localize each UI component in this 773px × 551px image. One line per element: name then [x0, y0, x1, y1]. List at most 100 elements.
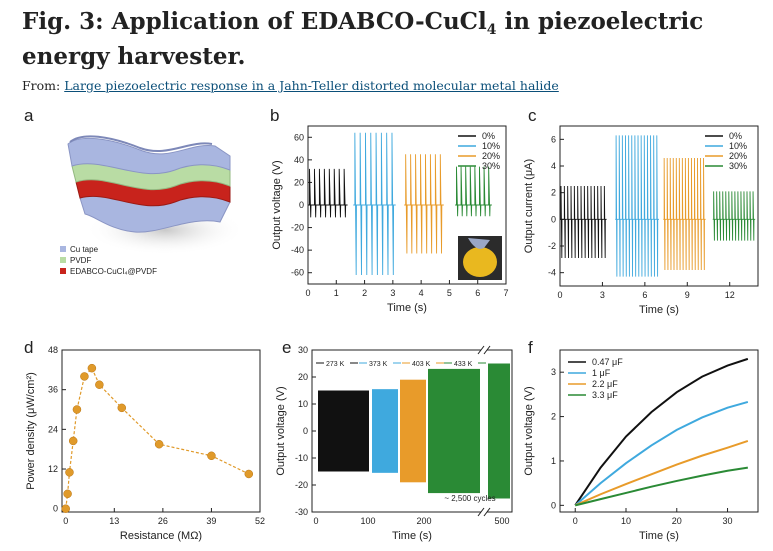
x-tick-label: 3: [600, 290, 605, 300]
panel-label-f: f: [528, 338, 533, 357]
x-tick-label: 39: [206, 516, 216, 526]
legend-label: 433 K: [454, 361, 473, 368]
y-tick-label: 12: [48, 464, 58, 474]
legend-label: 20%: [482, 151, 500, 161]
legend-swatch: [60, 268, 66, 274]
x-axis-label: Time (s): [639, 304, 679, 316]
y-tick-label: 20: [294, 177, 304, 187]
y-axis-label: Output voltage (V): [523, 386, 535, 475]
plot-frame: [61, 349, 261, 513]
trend-line: [65, 367, 250, 509]
y-axis-label: Output voltage (V): [275, 386, 287, 475]
y-tick-label: 2: [551, 412, 556, 422]
series-line: [574, 357, 749, 506]
x-axis-label: Time (s): [387, 302, 427, 314]
legend-label: 30%: [729, 161, 747, 171]
series-trace: [428, 368, 480, 494]
source-line: From: Large piezoelectric response in a …: [22, 78, 559, 93]
axis-break: [483, 507, 491, 517]
x-tick-label: 5: [447, 288, 452, 298]
data-point: [65, 468, 74, 477]
y-tick-label: 30: [298, 345, 308, 355]
x-tick-label: 52: [255, 516, 265, 526]
axis-break-gap: [481, 347, 487, 353]
legend-label: 2.2 μF: [592, 379, 618, 389]
axis-break-gap: [481, 509, 487, 515]
data-point: [244, 469, 254, 479]
data-point: [95, 380, 104, 389]
y-tick-label: -10: [295, 453, 308, 463]
inset-photo-disc: [463, 247, 497, 277]
x-tick-label: 2: [362, 288, 367, 298]
y-axis-label: Output voltage (V): [271, 160, 283, 249]
panel-label-e: e: [282, 338, 292, 357]
x-tick-label: 200: [416, 516, 431, 526]
series-trace: [404, 154, 444, 254]
x-axis-label: Resistance (MΩ): [120, 530, 202, 542]
legend-label: 20%: [729, 151, 747, 161]
x-tick-label: 4: [419, 288, 424, 298]
chart-e: -30 -20 -10 0 10 20 30 Time (s) Output voltage (…: [275, 345, 513, 542]
data-point: [72, 405, 82, 414]
series-trace: [615, 135, 659, 277]
y-tick-label: 10: [298, 399, 308, 409]
plot-frame: [559, 125, 759, 287]
series-line: [574, 440, 749, 507]
y-tick-label: -20: [291, 223, 304, 233]
series-trace: [372, 389, 398, 473]
data-point: [68, 436, 78, 446]
x-axis-label: Time (s): [639, 530, 679, 542]
y-tick-label: 0: [551, 500, 556, 510]
y-tick-label: 20: [298, 372, 308, 382]
chart-d: 0 12 24 36 48 0 13 26 39 52 Resistance (MΩ) Power d…: [25, 345, 265, 542]
panel-label-a: a: [24, 106, 34, 125]
legend-label: 10%: [482, 141, 500, 151]
y-axis-label: Power density (μW/cm²): [25, 372, 37, 490]
legend-label: PVDF: [70, 255, 92, 265]
legend-label: Cu tape: [70, 244, 99, 254]
axis-break: [477, 345, 485, 355]
x-tick-label: 10: [621, 516, 631, 526]
legend-label: 10%: [729, 141, 747, 151]
x-tick-label: 0: [305, 288, 310, 298]
series-trace: [560, 185, 607, 259]
y-tick-label: -30: [295, 507, 308, 517]
legend-item: Cu tape: [60, 244, 157, 254]
y-tick-label: 4: [551, 161, 556, 171]
panel-label-d: d: [24, 338, 34, 357]
plot-frame: [559, 349, 759, 513]
legend-swatch: [60, 246, 66, 252]
y-tick-label: -2: [548, 241, 556, 251]
legend-label: 403 K: [412, 361, 431, 368]
x-tick-label: 0: [63, 516, 68, 526]
figure-title: Fig. 3: Application of EDABCO-CuCl4 in p…: [22, 8, 704, 70]
legend-item: EDABCO-CuCl₄@PVDF: [60, 266, 157, 276]
series-trace: [488, 363, 510, 499]
x-tick-label: 500: [494, 516, 509, 526]
panel-label-b: b: [270, 106, 280, 125]
series-trace: [455, 166, 492, 217]
schematic-legend: Cu tape PVDF EDABCO-CuCl₄@PVDF: [60, 244, 157, 277]
legend-label: 0%: [482, 131, 495, 141]
y-tick-label: 40: [294, 155, 304, 165]
data-point: [117, 403, 127, 413]
series-trace: [663, 157, 706, 271]
y-tick-label: 48: [48, 345, 58, 355]
x-tick-label: 0: [313, 516, 318, 526]
series-trace: [318, 390, 369, 472]
x-tick-label: 6: [642, 290, 647, 300]
y-tick-label: -4: [548, 268, 556, 278]
legend-label: 0%: [729, 131, 742, 141]
y-tick-label: -40: [291, 245, 304, 255]
x-tick-label: 9: [685, 290, 690, 300]
y-tick-label: 0: [53, 504, 58, 514]
y-axis-label: Output current (μA): [523, 159, 535, 253]
y-tick-label: -20: [295, 480, 308, 490]
source-link[interactable]: Large piezoelectric response in a Jahn-T…: [64, 78, 559, 93]
y-tick-label: 3: [551, 367, 556, 377]
x-axis-label: Time (s): [392, 530, 432, 542]
chart-b: -60 -40 -20 0 20 40 60 0 1 2 3 4 5 6 7 Time (s) Output v…: [271, 125, 509, 314]
legend-label: 3.3 μF: [592, 390, 618, 400]
data-point: [154, 439, 164, 449]
